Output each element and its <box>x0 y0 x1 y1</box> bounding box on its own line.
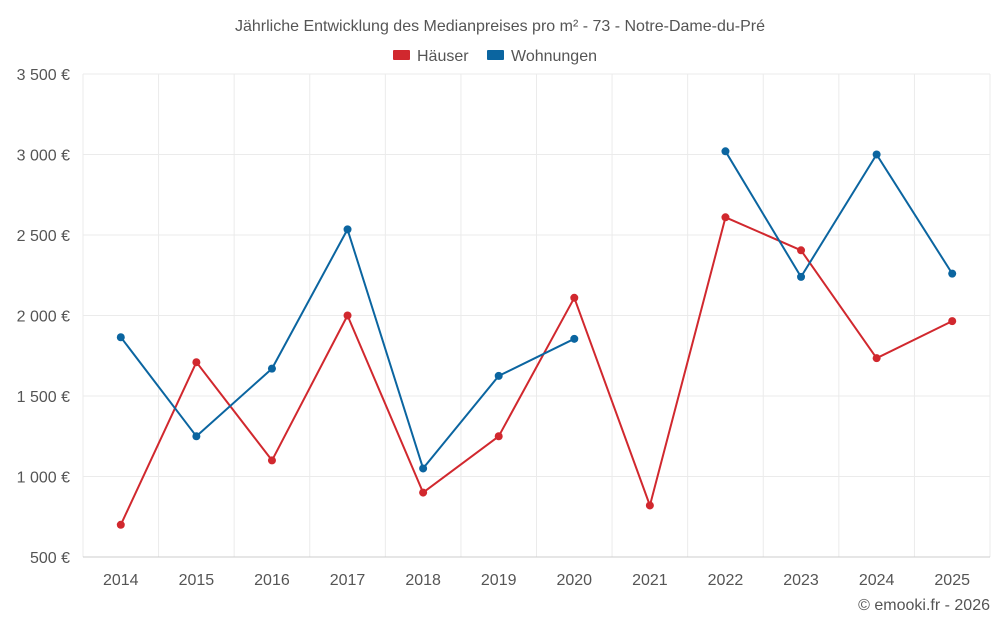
series-line-haeuser <box>119 216 953 526</box>
data-point-haeuser[interactable] <box>872 354 881 363</box>
y-tick-label: 3 000 € <box>17 148 70 165</box>
legend-swatch-wohnungen <box>487 50 504 60</box>
data-point-haeuser[interactable] <box>267 456 276 465</box>
data-point-haeuser[interactable] <box>494 432 503 441</box>
legend-label-wohnungen: Wohnungen <box>511 48 597 65</box>
x-tick-label: 2022 <box>708 572 744 589</box>
grid <box>82 73 991 558</box>
data-point-wohnungen[interactable] <box>494 371 503 380</box>
y-tick-label: 3 500 € <box>17 67 70 84</box>
data-point-wohnungen[interactable] <box>948 269 957 278</box>
data-point-haeuser[interactable] <box>419 488 428 497</box>
x-tick-label: 2024 <box>859 572 895 589</box>
series-line-wohnungen <box>724 150 954 278</box>
legend-item-wohnungen[interactable]: Wohnungen <box>487 48 597 65</box>
data-point-wohnungen[interactable] <box>872 150 881 159</box>
series-wohnungen <box>116 147 957 473</box>
series-line-wohnungen <box>120 228 575 470</box>
y-axis: 500 € 1 000 € 1 500 € 2 000 € 2 500 € 3 000 €… <box>17 67 70 567</box>
data-point-haeuser[interactable] <box>570 293 579 302</box>
data-point-wohnungen[interactable] <box>570 334 579 343</box>
data-point-haeuser[interactable] <box>192 358 201 367</box>
x-tick-label: 2019 <box>481 572 517 589</box>
x-tick-label: 2015 <box>179 572 215 589</box>
x-tick-label: 2020 <box>556 572 592 589</box>
y-tick-label: 500 € <box>30 550 70 567</box>
data-point-haeuser[interactable] <box>721 213 730 222</box>
legend-item-haeuser[interactable]: Häuser <box>393 48 469 65</box>
y-tick-label: 2 000 € <box>17 309 70 326</box>
data-point-wohnungen[interactable] <box>419 464 428 473</box>
data-point-wohnungen[interactable] <box>267 364 276 373</box>
data-point-haeuser[interactable] <box>645 501 654 510</box>
x-tick-label: 2021 <box>632 572 668 589</box>
legend: Häuser Wohnungen <box>393 48 597 65</box>
x-tick-label: 2017 <box>330 572 366 589</box>
data-point-haeuser[interactable] <box>797 246 806 255</box>
y-tick-label: 2 500 € <box>17 228 70 245</box>
chart-title: Jährliche Entwicklung des Medianpreises … <box>235 18 765 35</box>
data-point-wohnungen[interactable] <box>797 272 806 281</box>
data-point-wohnungen[interactable] <box>192 432 201 441</box>
x-tick-label: 2016 <box>254 572 290 589</box>
legend-label-haeuser: Häuser <box>417 48 469 65</box>
x-tick-label: 2014 <box>103 572 139 589</box>
data-point-haeuser[interactable] <box>343 311 352 320</box>
x-tick-label: 2025 <box>934 572 970 589</box>
y-tick-label: 1 500 € <box>17 389 70 406</box>
data-point-haeuser[interactable] <box>116 520 125 529</box>
data-point-wohnungen[interactable] <box>721 147 730 156</box>
credit-text: © emooki.fr - 2026 <box>858 597 990 614</box>
series-layer <box>116 147 957 529</box>
legend-swatch-haeuser <box>393 50 410 60</box>
y-tick-label: 1 000 € <box>17 470 70 487</box>
data-point-wohnungen[interactable] <box>343 225 352 234</box>
x-axis: 2014 2015 2016 2017 2018 2019 2020 2021 2022 2023… <box>83 556 990 589</box>
x-tick-label: 2018 <box>405 572 441 589</box>
data-point-wohnungen[interactable] <box>116 333 125 342</box>
series-haeuser <box>116 213 957 529</box>
x-tick-label: 2023 <box>783 572 819 589</box>
data-point-haeuser[interactable] <box>948 317 957 326</box>
